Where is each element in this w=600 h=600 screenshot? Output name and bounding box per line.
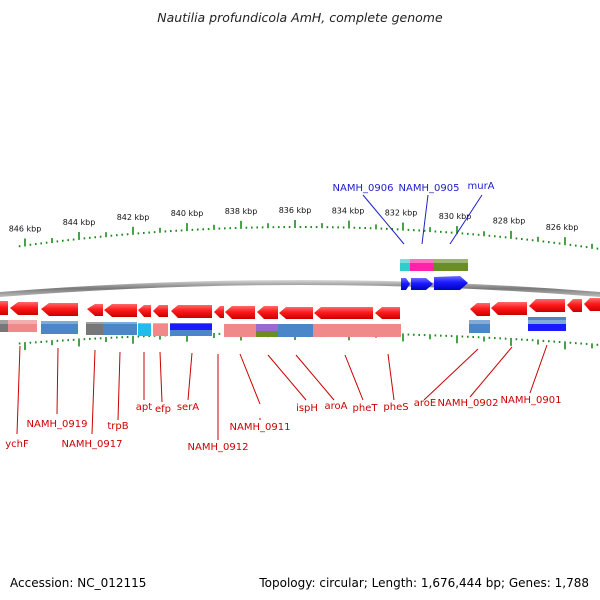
gene-aroe[interactable] xyxy=(470,303,490,316)
gene-rev-1[interactable] xyxy=(10,302,38,315)
label-isph[interactable]: ispH xyxy=(296,403,318,414)
label-namh-0919[interactable]: NAMH_0919 xyxy=(27,419,88,430)
label-phet[interactable]: pheT xyxy=(353,403,379,414)
gene-phes[interactable] xyxy=(375,307,400,319)
ruler-label: 844 kbp xyxy=(63,218,96,227)
gene-ychf[interactable] xyxy=(0,301,8,315)
ruler-label: 836 kbp xyxy=(279,206,312,215)
ruler-labels: 846 kbp 844 kbp 842 kbp 840 kbp 838 kbp 836 k… xyxy=(9,206,579,233)
gene-namh-0905[interactable] xyxy=(411,278,433,290)
label-namh-0902[interactable]: NAMH_0902 xyxy=(438,398,499,409)
ruler-label: 842 kbp xyxy=(117,213,150,222)
gene-aroa[interactable] xyxy=(279,307,313,319)
ruler-label: 838 kbp xyxy=(225,207,258,216)
gene-namh-0901[interactable] xyxy=(529,299,565,312)
label-efp[interactable]: efp xyxy=(155,404,171,415)
gene-namh-0911[interactable] xyxy=(225,306,255,319)
label-namh-0906[interactable]: NAMH_0906 xyxy=(333,183,394,194)
ruler-label: 826 kbp xyxy=(546,223,579,232)
gene-sera[interactable] xyxy=(171,305,212,318)
genome-summary-text: Topology: circular; Length: 1,676,444 bp… xyxy=(259,576,589,590)
reverse-genes xyxy=(0,298,600,319)
label-namh-0912[interactable]: NAMH_0912 xyxy=(188,442,249,453)
genome-backbone xyxy=(0,280,600,297)
gene-namh-0917[interactable] xyxy=(87,304,103,316)
label-namh-0905[interactable]: NAMH_0905 xyxy=(399,183,460,194)
gene-namh-0906[interactable] xyxy=(401,278,410,290)
accession-text: Accession: NC_012115 xyxy=(10,576,147,590)
label-mura[interactable]: murA xyxy=(467,181,494,192)
gene-namh-0902[interactable] xyxy=(491,302,527,315)
label-namh-0901[interactable]: NAMH_0901 xyxy=(501,395,562,406)
label-namh-0911[interactable]: NAMH_0911 xyxy=(230,422,291,433)
gene-phet[interactable] xyxy=(314,307,373,319)
gene-namh-0912[interactable] xyxy=(214,306,224,318)
gene-efp[interactable] xyxy=(153,305,168,317)
ruler-label: 834 kbp xyxy=(332,207,365,216)
gene-rev-2[interactable] xyxy=(567,299,582,312)
label-phes[interactable]: pheS xyxy=(383,402,408,413)
label-aroe[interactable]: aroE xyxy=(414,398,436,409)
gene-trpb[interactable] xyxy=(104,304,137,317)
ruler-label: 846 kbp xyxy=(9,224,42,233)
label-ychf[interactable]: ychF xyxy=(5,439,29,450)
label-trpb[interactable]: trpB xyxy=(107,421,128,432)
ruler-label: 840 kbp xyxy=(171,209,204,218)
label-sera[interactable]: serA xyxy=(177,402,199,413)
ruler-label: 828 kbp xyxy=(493,217,526,226)
forward-genes xyxy=(401,276,468,290)
reverse-labels: ychF NAMH_0919 NAMH_0917 trpB apt efp se… xyxy=(5,344,562,453)
forward-cog-blocks xyxy=(400,259,468,271)
ruler-label: 832 kbp xyxy=(385,208,418,217)
gene-namh-0919[interactable] xyxy=(41,303,78,316)
ruler-label: 830 kbp xyxy=(439,212,472,221)
label-namh-0917[interactable]: NAMH_0917 xyxy=(62,439,123,450)
label-apt[interactable]: apt xyxy=(136,402,152,413)
map-title: Nautilia profundicola AmH, complete geno… xyxy=(157,10,443,25)
gene-mura[interactable] xyxy=(434,276,468,290)
forward-labels: NAMH_0906 NAMH_0905 murA xyxy=(333,181,495,245)
gene-isph[interactable] xyxy=(257,306,278,319)
gene-apt[interactable] xyxy=(138,305,151,317)
reverse-cog-blocks xyxy=(0,317,600,337)
label-aroa[interactable]: aroA xyxy=(325,401,348,412)
gene-rev-3[interactable] xyxy=(584,298,600,311)
